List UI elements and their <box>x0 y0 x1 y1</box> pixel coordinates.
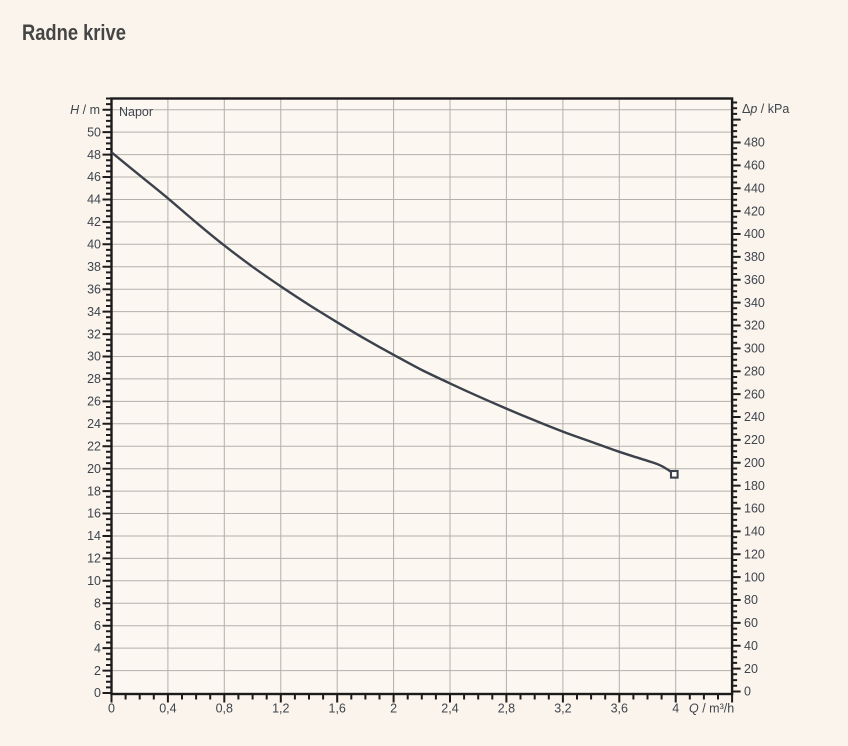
svg-text:160: 160 <box>744 502 765 516</box>
svg-text:24: 24 <box>87 417 101 431</box>
svg-text:80: 80 <box>744 593 758 607</box>
svg-text:34: 34 <box>87 305 101 319</box>
svg-text:260: 260 <box>744 387 765 401</box>
svg-text:32: 32 <box>87 327 101 341</box>
svg-text:44: 44 <box>87 193 101 207</box>
svg-text:180: 180 <box>744 479 765 493</box>
svg-text:36: 36 <box>87 282 101 296</box>
svg-text:42: 42 <box>87 215 101 229</box>
svg-text:3,6: 3,6 <box>611 702 628 716</box>
svg-text:220: 220 <box>744 433 765 447</box>
svg-text:140: 140 <box>744 525 765 539</box>
svg-text:8: 8 <box>94 597 101 611</box>
svg-text:420: 420 <box>744 204 765 218</box>
svg-text:0,4: 0,4 <box>159 702 176 716</box>
svg-text:200: 200 <box>744 456 765 470</box>
svg-text:20: 20 <box>744 662 758 676</box>
svg-text:40: 40 <box>744 639 758 653</box>
svg-text:50: 50 <box>87 125 101 139</box>
svg-text:26: 26 <box>87 395 101 409</box>
svg-text:480: 480 <box>744 136 765 150</box>
svg-text:360: 360 <box>744 273 765 287</box>
svg-text:280: 280 <box>744 364 765 378</box>
svg-text:46: 46 <box>87 170 101 184</box>
svg-text:240: 240 <box>744 410 765 424</box>
svg-text:3,2: 3,2 <box>554 702 571 716</box>
svg-text:22: 22 <box>87 439 101 453</box>
svg-text:30: 30 <box>87 350 101 364</box>
svg-text:0: 0 <box>94 686 101 700</box>
svg-text:320: 320 <box>744 319 765 333</box>
svg-text:Napor: Napor <box>119 105 153 119</box>
svg-text:440: 440 <box>744 181 765 195</box>
svg-text:48: 48 <box>87 148 101 162</box>
svg-text:340: 340 <box>744 296 765 310</box>
svg-text:400: 400 <box>744 227 765 241</box>
svg-text:38: 38 <box>87 260 101 274</box>
svg-text:18: 18 <box>87 484 101 498</box>
svg-text:380: 380 <box>744 250 765 264</box>
svg-text:460: 460 <box>744 159 765 173</box>
svg-text:4: 4 <box>94 641 101 655</box>
svg-text:300: 300 <box>744 342 765 356</box>
svg-text:100: 100 <box>744 570 765 584</box>
svg-text:20: 20 <box>87 462 101 476</box>
svg-text:40: 40 <box>87 238 101 252</box>
svg-text:1,2: 1,2 <box>272 702 289 716</box>
svg-text:14: 14 <box>87 529 101 543</box>
svg-text:2: 2 <box>390 702 397 716</box>
svg-text:16: 16 <box>87 507 101 521</box>
svg-text:2: 2 <box>94 664 101 678</box>
svg-text:120: 120 <box>744 548 765 562</box>
svg-text:60: 60 <box>744 616 758 630</box>
svg-text:2,8: 2,8 <box>498 702 515 716</box>
svg-text:H / m: H / m <box>70 103 100 117</box>
svg-text:0: 0 <box>744 685 751 699</box>
svg-text:4: 4 <box>672 702 679 716</box>
svg-text:6: 6 <box>94 619 101 633</box>
svg-text:2,4: 2,4 <box>441 702 458 716</box>
svg-text:28: 28 <box>87 372 101 386</box>
svg-text:Δp / kPa: Δp / kPa <box>742 102 789 116</box>
svg-text:10: 10 <box>87 574 101 588</box>
svg-text:0,8: 0,8 <box>216 702 233 716</box>
svg-text:12: 12 <box>87 552 101 566</box>
svg-text:1,6: 1,6 <box>329 702 346 716</box>
svg-text:Q / m³/h: Q / m³/h <box>689 702 734 716</box>
svg-text:0: 0 <box>108 702 115 716</box>
